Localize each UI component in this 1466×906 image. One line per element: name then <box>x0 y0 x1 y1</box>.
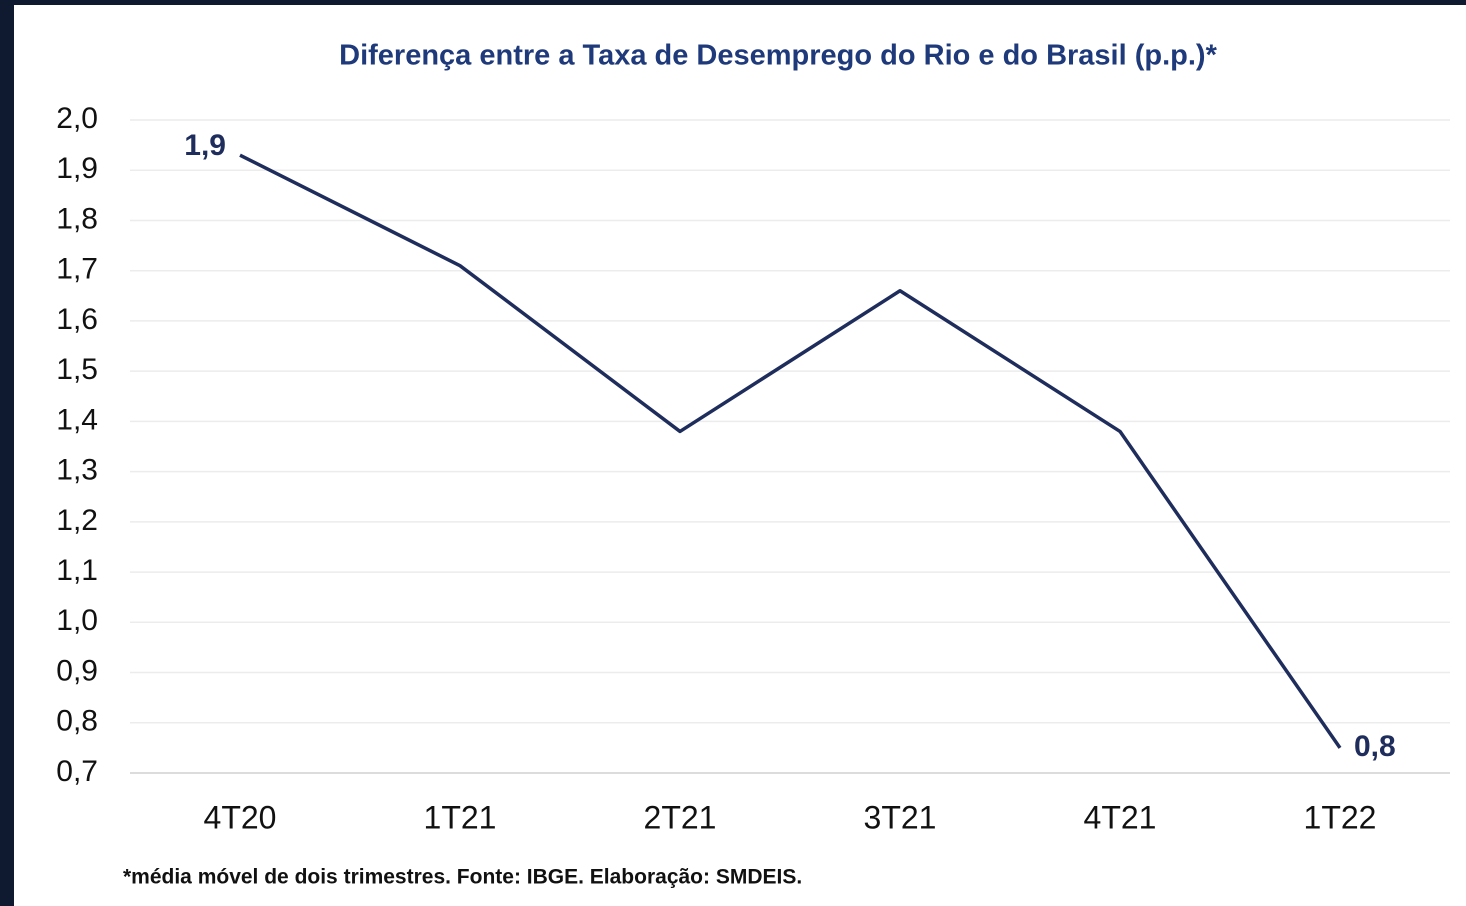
footnote: *média móvel de dois trimestres. Fonte: … <box>123 866 802 889</box>
y-tick-label: 1,2 <box>56 504 98 537</box>
value-label: 1,9 <box>184 129 226 162</box>
x-tick-label: 4T21 <box>1084 799 1157 835</box>
y-tick-label: 0,7 <box>56 755 98 788</box>
y-tick-label: 1,8 <box>56 202 98 235</box>
y-tick-label: 1,0 <box>56 604 98 637</box>
x-tick-label: 2T21 <box>644 799 717 835</box>
y-tick-label: 1,5 <box>56 353 98 386</box>
y-tick-label: 1,7 <box>56 253 98 286</box>
x-tick-label: 1T22 <box>1304 799 1377 835</box>
y-tick-label: 1,4 <box>56 403 98 436</box>
data-line <box>239 153 1342 749</box>
y-tick-label: 1,6 <box>56 303 98 336</box>
y-tick-label: 1,1 <box>56 554 98 587</box>
y-tick-label: 1,9 <box>56 152 98 185</box>
y-tick-label: 2,0 <box>56 102 98 135</box>
chart-title: Diferença entre a Taxa de Desemprego do … <box>339 40 1217 72</box>
y-tick-label: 1,3 <box>56 454 98 487</box>
chart-background <box>14 5 1466 906</box>
x-tick-label: 4T20 <box>204 799 277 835</box>
y-tick-label: 0,9 <box>56 654 98 687</box>
y-tick-label: 0,8 <box>56 705 98 738</box>
x-tick-label: 3T21 <box>864 799 937 835</box>
x-tick-label: 1T21 <box>424 799 497 835</box>
value-label: 0,8 <box>1354 730 1396 763</box>
